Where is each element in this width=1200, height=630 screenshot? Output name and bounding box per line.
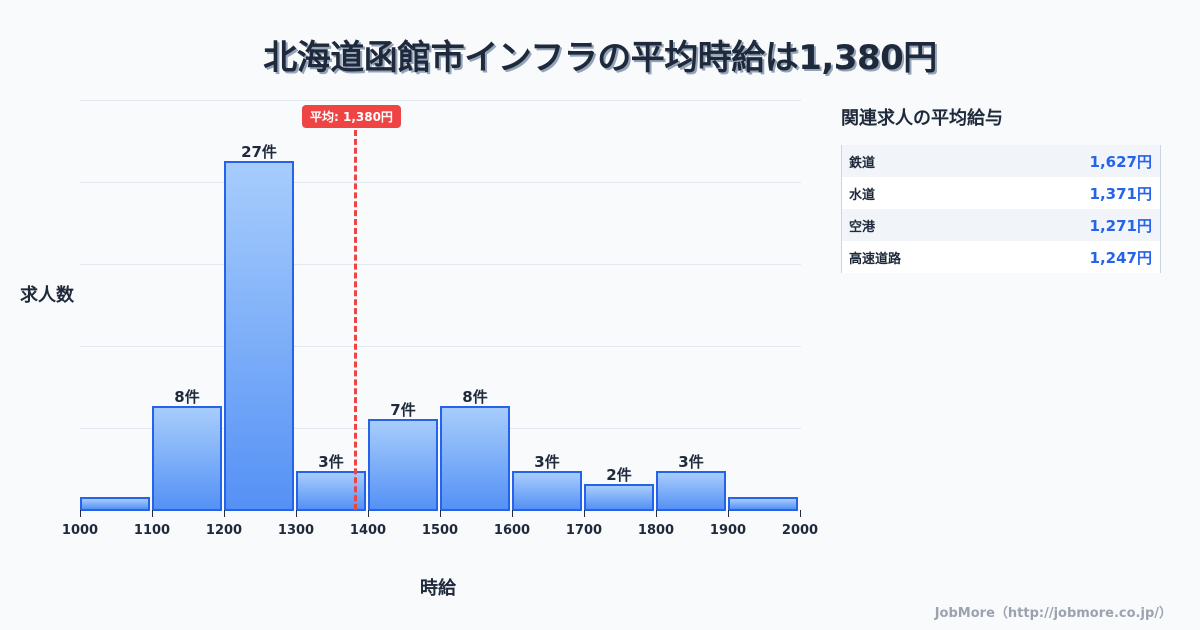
y-axis-label: 求人数 bbox=[20, 285, 74, 306]
x-tick bbox=[728, 510, 729, 517]
related-salary-title: 関連求人の平均給与 bbox=[841, 108, 1003, 129]
table-row: 空港 1,271円 bbox=[842, 209, 1160, 241]
bar-1400 bbox=[368, 419, 438, 511]
x-tick-label: 1500 bbox=[421, 523, 459, 538]
x-tick-label: 2000 bbox=[781, 523, 819, 538]
histogram-chart: 求人数 時給 8件 27件 3件 7件 8件 3件 2件 3件 1000 110… bbox=[20, 100, 819, 599]
gridline bbox=[80, 346, 801, 347]
page-title: 北海道函館市インフラの平均時給は1,380円 bbox=[263, 38, 937, 78]
average-line bbox=[354, 130, 357, 510]
x-tick bbox=[800, 510, 801, 517]
row-name: 空港 bbox=[849, 219, 876, 235]
bar-1200 bbox=[224, 161, 294, 511]
x-tick bbox=[584, 510, 585, 517]
x-tick-label: 1100 bbox=[133, 523, 171, 538]
x-tick bbox=[440, 510, 441, 517]
bar-label: 3件 bbox=[318, 453, 344, 471]
bar-1600 bbox=[512, 471, 582, 511]
x-tick bbox=[80, 510, 81, 517]
bar-label: 3件 bbox=[678, 453, 704, 471]
x-tick-label: 1300 bbox=[277, 523, 315, 538]
x-tick-label: 1900 bbox=[709, 523, 747, 538]
x-tick bbox=[656, 510, 657, 517]
x-tick bbox=[224, 510, 225, 517]
x-tick-label: 1400 bbox=[349, 523, 387, 538]
row-name: 鉄道 bbox=[849, 155, 876, 171]
related-salary-table: 鉄道 1,627円 水道 1,371円 空港 1,271円 高速道路 1,247… bbox=[841, 145, 1161, 273]
x-tick-label: 1600 bbox=[493, 523, 531, 538]
row-value: 1,247円 bbox=[1089, 248, 1152, 267]
table-row: 鉄道 1,627円 bbox=[842, 145, 1160, 177]
x-tick bbox=[152, 510, 153, 517]
gridline bbox=[80, 264, 801, 265]
x-tick-label: 1800 bbox=[637, 523, 675, 538]
bar-1100 bbox=[152, 406, 222, 511]
x-axis-label: 時給 bbox=[420, 578, 456, 599]
gridline bbox=[80, 100, 801, 101]
bar-1000 bbox=[80, 497, 150, 511]
x-tick bbox=[512, 510, 513, 517]
bar-label: 3件 bbox=[534, 453, 560, 471]
x-tick bbox=[368, 510, 369, 517]
row-value: 1,627円 bbox=[1089, 152, 1152, 171]
row-name: 高速道路 bbox=[849, 251, 902, 267]
table-row: 水道 1,371円 bbox=[842, 177, 1160, 209]
x-tick-label: 1000 bbox=[61, 523, 99, 538]
row-name: 水道 bbox=[849, 187, 876, 203]
bar-label: 2件 bbox=[606, 466, 632, 484]
bar-label: 27件 bbox=[241, 143, 277, 161]
bar-1900 bbox=[728, 497, 798, 511]
footer-credit: JobMore（http://jobmore.co.jp/） bbox=[934, 606, 1172, 621]
bar-label: 7件 bbox=[390, 401, 416, 419]
bar-1700 bbox=[584, 484, 654, 511]
gridline bbox=[80, 182, 801, 183]
bar-1800 bbox=[656, 471, 726, 511]
average-badge: 平均: 1,380円 bbox=[302, 105, 401, 128]
bar-label: 8件 bbox=[174, 388, 200, 406]
bar-1500 bbox=[440, 406, 510, 511]
row-value: 1,271円 bbox=[1089, 216, 1152, 235]
x-tick bbox=[296, 510, 297, 517]
table-row: 高速道路 1,247円 bbox=[842, 241, 1160, 273]
row-value: 1,371円 bbox=[1089, 184, 1152, 203]
x-tick-label: 1700 bbox=[565, 523, 603, 538]
bar-label: 8件 bbox=[462, 388, 488, 406]
x-tick-label: 1200 bbox=[205, 523, 243, 538]
